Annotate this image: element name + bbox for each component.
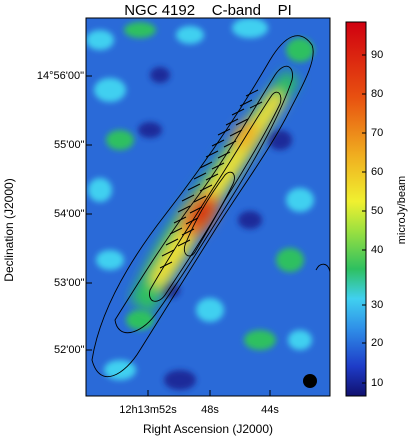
map-image <box>86 18 330 396</box>
colorbar-tick-label: 40 <box>371 244 384 256</box>
map-frame <box>85 17 331 397</box>
dec-tick-label: 54'00" <box>54 208 85 220</box>
dec-tick-label: 14°56'00" <box>36 70 84 82</box>
image-title: NGC 4192 C-band PI <box>124 2 292 19</box>
ra-tick-label: 12h13m52s <box>119 404 177 416</box>
x-axis-label: Right Ascension (J2000) <box>142 422 274 436</box>
dec-tick-label: 55'00" <box>54 139 85 151</box>
colorbar-tick-label: 90 <box>371 49 384 61</box>
colorbar-tick-label: 50 <box>371 205 384 217</box>
polarization-vectors <box>159 89 263 269</box>
colorbar-tick-label: 80 <box>371 88 384 100</box>
colorbar-tick-label: 70 <box>371 127 384 139</box>
beam-marker <box>303 374 317 388</box>
y-axis-label: Declination (J2000) <box>2 178 16 282</box>
colorbar-tick-label: 60 <box>371 166 384 178</box>
colorbar-label: microJy/beam <box>396 175 408 245</box>
dec-tick-label: 52'00" <box>54 344 85 356</box>
dec-tick-label: 53'00" <box>54 277 85 289</box>
colorbar-tick-label: 30 <box>371 299 384 311</box>
colorbar <box>346 22 366 396</box>
ra-tick-label: 48s <box>201 404 219 416</box>
ra-tick-label: 44s <box>261 404 279 416</box>
colorbar-tick-label: 20 <box>371 337 384 349</box>
colorbar-tick-label: 10 <box>371 377 384 389</box>
contour-lines <box>91 35 330 378</box>
